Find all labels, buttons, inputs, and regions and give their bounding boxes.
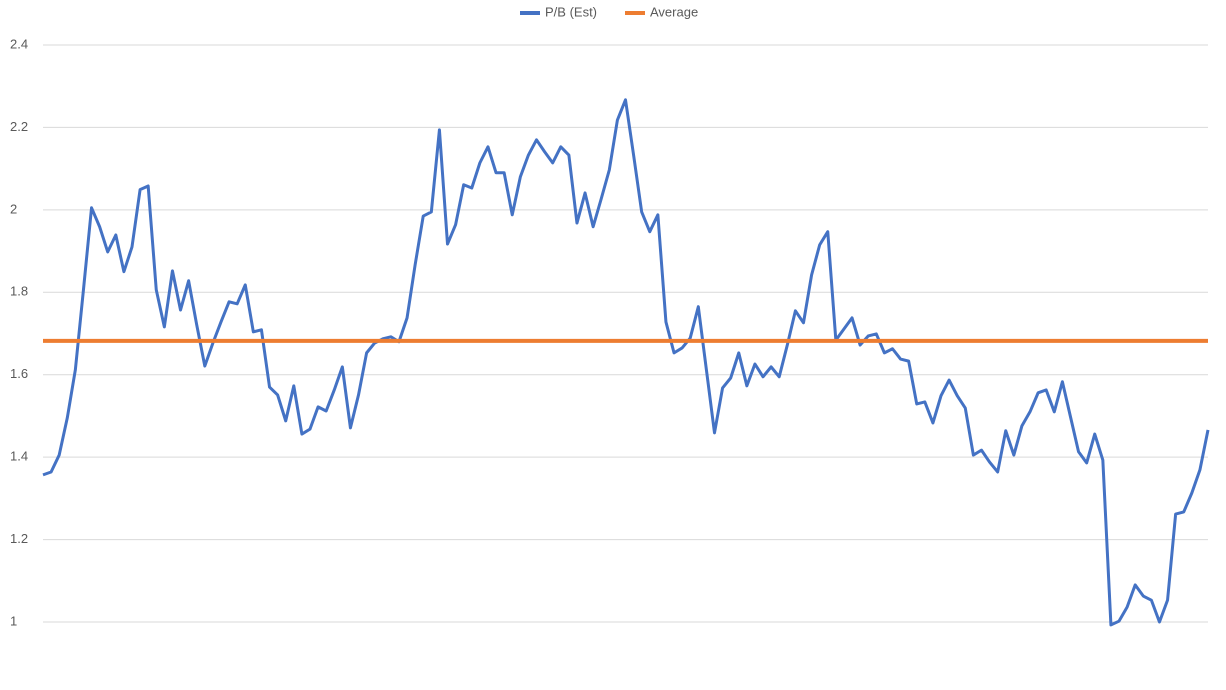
y-tick-label: 1.2 [10, 531, 28, 546]
y-tick-label: 1 [10, 613, 17, 628]
y-tick-label: 1.6 [10, 366, 28, 381]
y-tick-label: 1.8 [10, 284, 28, 299]
y-tick-label: 2.4 [10, 36, 28, 51]
y-tick-label: 2.2 [10, 119, 28, 134]
y-tick-label: 2 [10, 201, 17, 216]
legend-label: Average [650, 4, 698, 19]
series-line [42, 98, 1210, 627]
legend-label: P/B (Est) [545, 4, 597, 19]
y-tick-label: 1.4 [10, 449, 28, 464]
